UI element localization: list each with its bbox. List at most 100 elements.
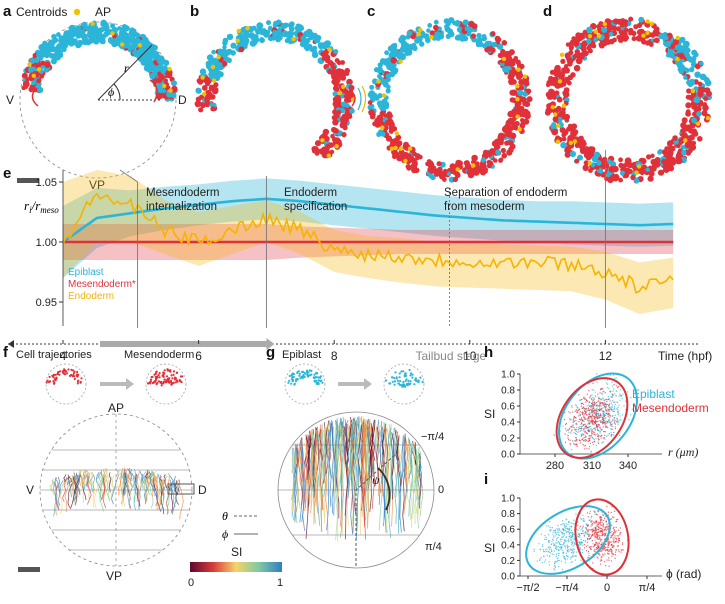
scatter-point (596, 556, 598, 558)
cell (159, 58, 166, 65)
cell (222, 44, 227, 50)
scatter-point (597, 547, 599, 549)
scatter-point (598, 410, 600, 412)
scatter-point (585, 418, 587, 420)
scatter-point (576, 443, 578, 445)
scatter-point (582, 403, 585, 405)
scatter-point (615, 526, 617, 528)
scatter-point (608, 550, 610, 552)
scatter-point (596, 536, 599, 539)
scatter-point (610, 428, 612, 430)
scatter-point (582, 424, 584, 426)
scatter-point (550, 530, 552, 532)
scatter-point (602, 441, 605, 443)
scatter-point (612, 390, 614, 392)
scatter-point (599, 407, 601, 409)
centroid (210, 64, 216, 70)
scatter-point (607, 415, 609, 418)
scatter-point (546, 548, 548, 550)
scatter-point (572, 440, 574, 442)
scatter-point (542, 545, 544, 548)
scatter-point (586, 432, 588, 434)
scatter-point (574, 440, 576, 442)
scatter-point (633, 405, 635, 407)
scatter-point (594, 544, 596, 546)
trajectory (70, 475, 77, 510)
scatter-point (597, 528, 600, 531)
mini-cell (292, 376, 295, 379)
scatter-point (601, 534, 603, 536)
cell (380, 131, 386, 137)
scatter-point (603, 390, 605, 392)
scatter-point (588, 390, 590, 392)
scatter-point (611, 541, 613, 543)
cell (693, 96, 701, 104)
scatter-point (602, 513, 604, 515)
cell (130, 34, 136, 39)
panel-a: a Centroids AP r ϕ V D VP (3, 3, 187, 192)
scatter-point (611, 552, 613, 554)
trajectory (364, 419, 371, 512)
scatter-point (579, 425, 581, 427)
panel-f: f Cell trajectories Mesendoderm AP V D V… (3, 344, 283, 589)
scatter-point (610, 548, 612, 550)
scatter-point (594, 513, 596, 516)
scatter-point (587, 409, 589, 411)
scatter-point (591, 540, 593, 542)
cell (480, 157, 486, 163)
centroid (211, 78, 217, 83)
cell (563, 63, 569, 69)
x-tick-label: −π/2 (516, 582, 539, 594)
scatter-point (586, 418, 588, 420)
centroid (216, 54, 221, 60)
scatter-point (564, 547, 567, 549)
scatter-point (564, 428, 567, 430)
y-tick-label: 0.0 (501, 450, 515, 461)
scatter-point (594, 527, 596, 529)
scatter-point (566, 551, 568, 553)
scatter-point (618, 413, 620, 415)
trajectory (122, 467, 126, 499)
mini-cell (52, 380, 55, 383)
cell (414, 36, 421, 42)
scatter-point (617, 545, 619, 547)
cell (385, 135, 393, 142)
mini-cell (62, 371, 65, 374)
cell (425, 37, 431, 44)
scatter-point (621, 414, 624, 416)
cell (583, 152, 590, 159)
cell (300, 35, 307, 42)
cell (624, 35, 629, 41)
wave-yellow-b (361, 85, 367, 113)
scatter-point (562, 528, 564, 530)
cell (433, 19, 439, 25)
scatter-point (570, 526, 572, 528)
scatter-point (609, 422, 611, 424)
scatter-point (586, 541, 588, 543)
scatter-point (599, 413, 601, 415)
cell (281, 30, 289, 38)
legend-mesendoderm: Mesendoderm* (68, 279, 136, 290)
scatter-point (604, 407, 606, 409)
scatter-point (591, 402, 593, 405)
scatter-point (617, 540, 619, 542)
scatter-point (599, 397, 601, 399)
scatter-point (594, 522, 596, 524)
trajectory (331, 426, 334, 514)
scatter-point (595, 411, 598, 413)
scatter-point (591, 414, 594, 416)
scatter-point (594, 417, 596, 419)
x-axis-arrow-left (8, 340, 14, 348)
scatter-point (608, 398, 610, 400)
centroid (167, 66, 172, 72)
mini-cell (76, 382, 79, 385)
scatter-point (577, 407, 579, 409)
cell (593, 151, 601, 158)
cell (273, 20, 279, 27)
cell (433, 24, 439, 31)
cell (322, 128, 330, 136)
scatter-point (556, 542, 558, 544)
scatter-point (607, 537, 609, 539)
cell (344, 93, 350, 99)
scatter-point (598, 531, 600, 533)
